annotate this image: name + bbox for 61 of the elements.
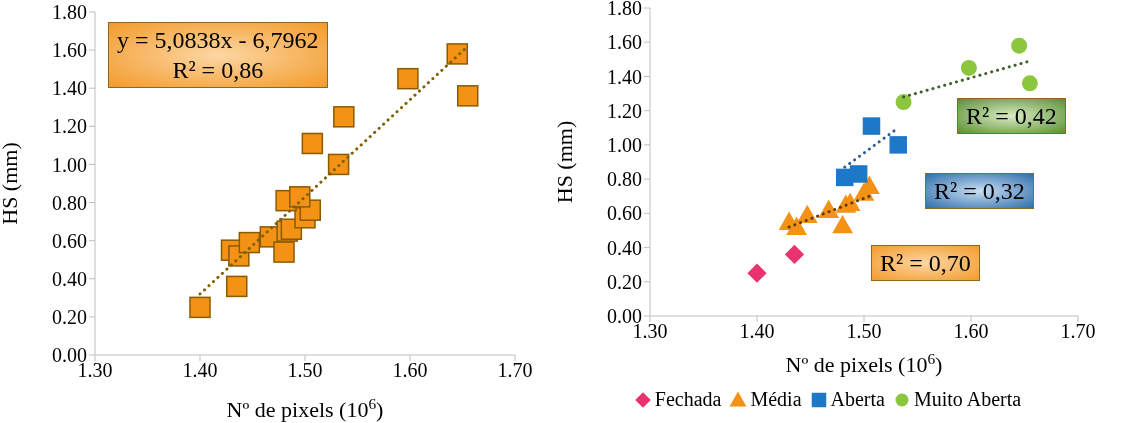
x-tick-label: 1.70 xyxy=(1060,320,1096,343)
y-tick-label: 1.80 xyxy=(52,1,87,24)
legend-label: Muito Aberta xyxy=(913,388,1022,411)
annotation: R² = 0,42 xyxy=(957,98,1066,134)
point xyxy=(818,199,840,218)
point xyxy=(457,85,479,107)
point xyxy=(895,94,912,111)
legend-label: Aberta xyxy=(830,388,885,411)
x-tick-label: 1.60 xyxy=(392,359,428,382)
point xyxy=(273,241,295,263)
y-tick-label: 0.80 xyxy=(52,191,87,214)
y-tick-label: 1.60 xyxy=(52,39,87,62)
y-tick-label: 1.40 xyxy=(607,65,642,88)
y-tick-label: 0.60 xyxy=(52,229,87,252)
y-tick-label: 1.80 xyxy=(607,0,642,20)
point xyxy=(226,275,248,298)
point xyxy=(1021,75,1038,92)
y-tick-label: 0.40 xyxy=(607,236,642,259)
point xyxy=(747,263,767,283)
point xyxy=(446,43,468,65)
point xyxy=(849,165,868,183)
y-tick-label: 0.60 xyxy=(607,202,642,225)
point xyxy=(301,132,324,155)
y-tick-label: 0.80 xyxy=(607,168,642,191)
y-tick-label: 0.20 xyxy=(52,305,87,328)
x-tick-label: 1.70 xyxy=(497,359,533,382)
point xyxy=(238,231,261,254)
point xyxy=(784,244,805,264)
point xyxy=(796,204,818,224)
point xyxy=(786,216,807,236)
annotation: y = 5,0838x - 6,7962 R² = 0,86 xyxy=(108,22,328,88)
y-tick-label: 1.20 xyxy=(607,99,642,122)
annotation: R² = 0,32 xyxy=(925,173,1034,209)
point xyxy=(862,117,881,135)
legend-label: Média xyxy=(750,388,802,411)
y-axis-title: HS (mm) xyxy=(552,120,577,204)
y-tick-label: 1.40 xyxy=(52,77,87,100)
point xyxy=(889,136,907,154)
x-tick-label: 1.50 xyxy=(846,320,882,343)
x-tick-label: 1.40 xyxy=(182,359,218,382)
x-tick-label: 1.50 xyxy=(287,359,323,382)
point xyxy=(189,296,211,319)
y-tick-label: 1.00 xyxy=(52,153,87,176)
y-tick-label: 1.60 xyxy=(607,31,642,54)
y-tick-label: 0.20 xyxy=(607,270,642,293)
point xyxy=(960,59,977,76)
x-axis-title: Nº de pixels (10$^{6}$) xyxy=(226,394,384,422)
y-axis-title: HS (mm) xyxy=(0,142,22,225)
point xyxy=(397,67,419,90)
y-tick-label: 1.00 xyxy=(607,133,642,156)
y-tick-label: 1.20 xyxy=(52,115,87,138)
point xyxy=(1011,37,1028,54)
legend-label: Fechada xyxy=(654,388,722,411)
x-tick-label: 1.40 xyxy=(739,320,775,343)
y-tick-label: 0.40 xyxy=(52,267,87,290)
point xyxy=(832,214,853,234)
annotation: R² = 0,70 xyxy=(871,245,980,281)
x-axis-title: Nº de pixels (10$^{6}$) xyxy=(785,349,943,377)
point xyxy=(289,186,311,208)
point xyxy=(333,106,355,128)
x-tick-label: 1.60 xyxy=(953,320,989,343)
